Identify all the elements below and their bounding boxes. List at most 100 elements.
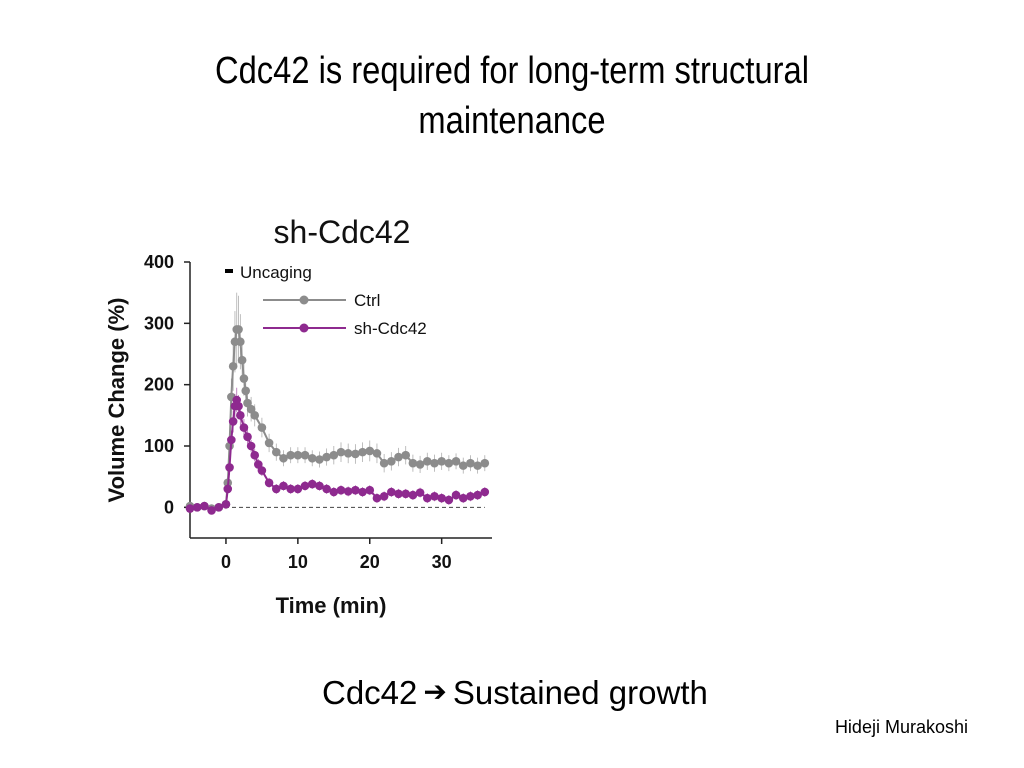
data-point bbox=[234, 401, 243, 411]
chart-legend: Uncaging Ctrl sh-Cdc42 bbox=[225, 263, 427, 338]
legend-label: Ctrl bbox=[354, 291, 380, 310]
slide-title-line-2: maintenance bbox=[418, 100, 606, 142]
series-ctrl bbox=[185, 292, 490, 513]
x-tick-label: 0 bbox=[221, 552, 231, 572]
series-layer bbox=[185, 292, 490, 515]
uncaging-label: Uncaging bbox=[240, 263, 312, 282]
data-point bbox=[246, 441, 256, 451]
data-point bbox=[451, 457, 461, 466]
x-axis-label: Time (min) bbox=[276, 593, 387, 618]
data-point bbox=[343, 449, 353, 458]
data-point bbox=[239, 374, 249, 383]
uncaging-marker bbox=[225, 269, 233, 273]
data-point bbox=[293, 484, 303, 494]
data-point bbox=[401, 450, 411, 460]
data-point bbox=[241, 386, 251, 396]
data-point bbox=[236, 337, 245, 347]
data-point bbox=[192, 503, 202, 512]
data-point bbox=[394, 452, 403, 462]
y-tick-label: 400 bbox=[144, 252, 174, 272]
legend-marker bbox=[299, 295, 309, 305]
data-point bbox=[200, 501, 209, 511]
data-point bbox=[408, 490, 418, 500]
data-point bbox=[315, 481, 324, 491]
data-point bbox=[480, 487, 490, 497]
data-point bbox=[415, 488, 425, 497]
data-point bbox=[293, 450, 303, 460]
data-point bbox=[271, 484, 281, 494]
data-point bbox=[336, 447, 346, 457]
data-point bbox=[214, 503, 224, 512]
data-point bbox=[473, 490, 482, 500]
data-point bbox=[387, 457, 396, 466]
data-point bbox=[351, 449, 360, 459]
data-point bbox=[322, 452, 331, 462]
data-point bbox=[430, 458, 439, 468]
slide-title: Cdc42 is required for long-term structur… bbox=[168, 46, 856, 146]
x-tick-label: 30 bbox=[432, 552, 452, 572]
author-name: Hideji Murakoshi bbox=[834, 717, 968, 737]
data-point bbox=[239, 423, 249, 432]
slide-title-line-1: Cdc42 is required for long-term structur… bbox=[215, 50, 809, 92]
data-point bbox=[221, 499, 231, 509]
data-point bbox=[185, 504, 195, 513]
conclusion-right: Sustained growth bbox=[452, 674, 708, 711]
data-point bbox=[401, 489, 411, 499]
data-point bbox=[372, 493, 382, 503]
data-point bbox=[307, 453, 317, 463]
data-point bbox=[227, 435, 236, 445]
data-point bbox=[264, 478, 274, 488]
data-point bbox=[250, 450, 260, 460]
y-tick-label: 300 bbox=[144, 313, 174, 333]
data-point bbox=[365, 446, 375, 456]
data-point bbox=[458, 493, 468, 503]
data-point bbox=[237, 355, 247, 365]
data-point bbox=[207, 506, 216, 515]
data-point bbox=[322, 484, 331, 494]
data-point bbox=[444, 458, 454, 468]
data-point bbox=[466, 491, 475, 501]
y-tick-label: 0 bbox=[164, 497, 174, 517]
data-point bbox=[422, 457, 432, 466]
data-point bbox=[415, 460, 425, 469]
x-axis-ticks: 0 10 20 30 bbox=[221, 538, 452, 572]
data-point bbox=[444, 495, 454, 505]
data-point bbox=[234, 325, 243, 334]
conclusion-left: Cdc42 bbox=[322, 674, 418, 711]
legend-label: sh-Cdc42 bbox=[354, 319, 427, 338]
data-point bbox=[300, 450, 310, 460]
data-point bbox=[365, 485, 375, 495]
data-point bbox=[473, 461, 482, 470]
data-point bbox=[228, 361, 238, 371]
data-point bbox=[236, 411, 245, 420]
data-point bbox=[223, 484, 233, 494]
data-point bbox=[458, 461, 468, 470]
data-point bbox=[437, 457, 446, 466]
data-point bbox=[329, 450, 339, 460]
data-point bbox=[351, 485, 360, 495]
conclusion-statement: Cdc42 ➔ Sustained growth bbox=[322, 673, 708, 715]
data-point bbox=[379, 491, 389, 501]
data-point bbox=[257, 466, 267, 475]
data-point bbox=[394, 489, 403, 499]
y-axis-ticks: 0 100 200 300 400 bbox=[144, 252, 190, 517]
data-point bbox=[437, 493, 446, 503]
y-axis-label: Volume Change (%) bbox=[104, 298, 129, 503]
data-point bbox=[358, 487, 367, 497]
data-point bbox=[329, 487, 339, 497]
data-point bbox=[422, 493, 432, 503]
data-point bbox=[430, 491, 439, 501]
data-point bbox=[307, 479, 317, 489]
data-point bbox=[466, 458, 475, 468]
data-point bbox=[372, 449, 382, 458]
y-tick-label: 100 bbox=[144, 436, 174, 456]
data-point bbox=[286, 484, 295, 494]
legend-marker bbox=[299, 323, 309, 333]
data-point bbox=[225, 463, 234, 472]
data-point bbox=[257, 423, 267, 432]
data-point bbox=[228, 417, 238, 426]
y-tick-label: 200 bbox=[144, 375, 174, 395]
chart-title: sh-Cdc42 bbox=[274, 214, 411, 250]
data-point bbox=[300, 481, 310, 491]
